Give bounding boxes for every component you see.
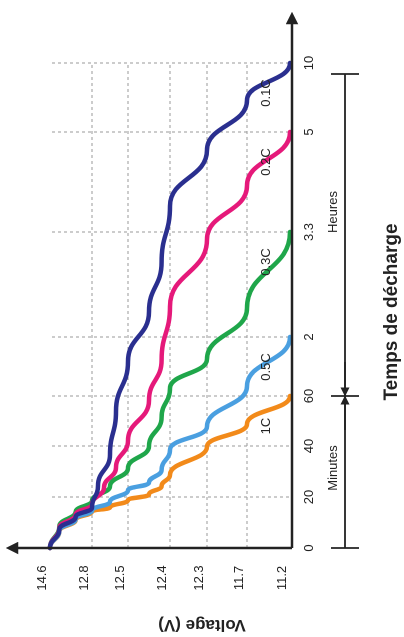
time-tick-label: 20 (301, 490, 316, 504)
time-bracket: Minutes Heures (325, 73, 359, 549)
voltage-tick-label: 12.3 (191, 565, 206, 590)
series-label: 0.3C (258, 248, 273, 275)
series-line (47, 229, 293, 551)
time-tick-label: 10 (301, 56, 316, 70)
time-axis-title: Temps de décharge (381, 223, 402, 400)
voltage-tick-label: 12.5 (112, 565, 127, 590)
voltage-tick-label: 12.8 (76, 565, 91, 590)
series-label: 1C (258, 418, 273, 435)
series-label: 0.2C (258, 148, 273, 175)
axes (5, 11, 299, 555)
time-tick-labels: 0 20 40 60 2 3.3 5 10 (301, 56, 316, 552)
voltage-tick-label: 14.6 (34, 565, 49, 590)
series-line (47, 60, 293, 551)
time-tick-label: 40 (301, 439, 316, 453)
hours-label: Heures (325, 191, 340, 233)
time-tick-label: 5 (301, 128, 316, 135)
time-tick-label: 2 (301, 333, 316, 340)
time-tick-label: 3.3 (301, 223, 316, 241)
rate-labels: 1C 0.5C 0.3C 0.2C 0.1C (258, 79, 273, 434)
minutes-label: Minutes (325, 445, 340, 491)
voltage-tick-labels: 14.6 12.8 12.5 12.4 12.3 11.7 11.2 (34, 565, 289, 590)
series-line (47, 393, 293, 551)
voltage-tick-label: 11.2 (274, 566, 289, 590)
series-label: 0.5C (258, 353, 273, 380)
time-tick-label: 60 (301, 389, 316, 403)
series-label: 0.1C (258, 79, 273, 106)
voltage-axis-title: Voltage (V) (158, 616, 246, 635)
time-tick-label: 0 (301, 544, 316, 551)
voltage-tick-label: 11.7 (231, 566, 246, 590)
series-layer (47, 60, 293, 551)
voltage-tick-label: 12.4 (154, 565, 169, 590)
